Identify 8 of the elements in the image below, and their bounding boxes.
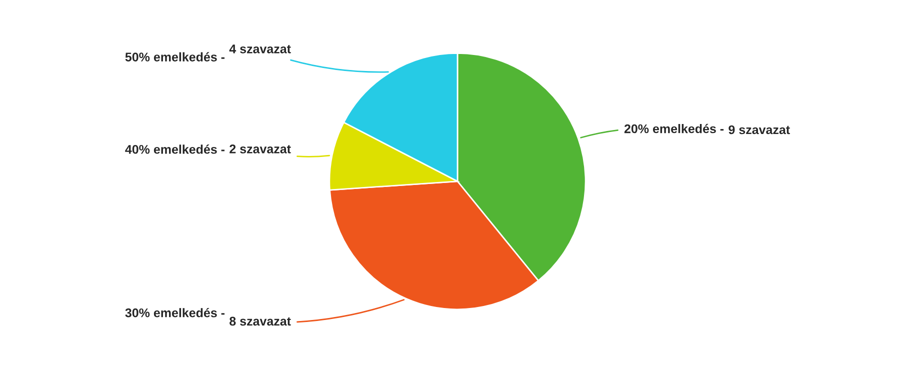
- data-label: 4 szavazat: [229, 44, 291, 54]
- slice-label: 50% emelkedés -: [125, 52, 224, 62]
- slice-label: 30% emelkedés -: [125, 308, 224, 318]
- data-label: 9 szavazat: [728, 125, 790, 134]
- data-label: 8 szavazat: [230, 316, 291, 326]
- slice-label: 20% emelkedés -: [624, 124, 724, 134]
- slice-label: 40% emelkedés -: [125, 144, 224, 154]
- data-label: 2 szavazat: [230, 144, 291, 154]
